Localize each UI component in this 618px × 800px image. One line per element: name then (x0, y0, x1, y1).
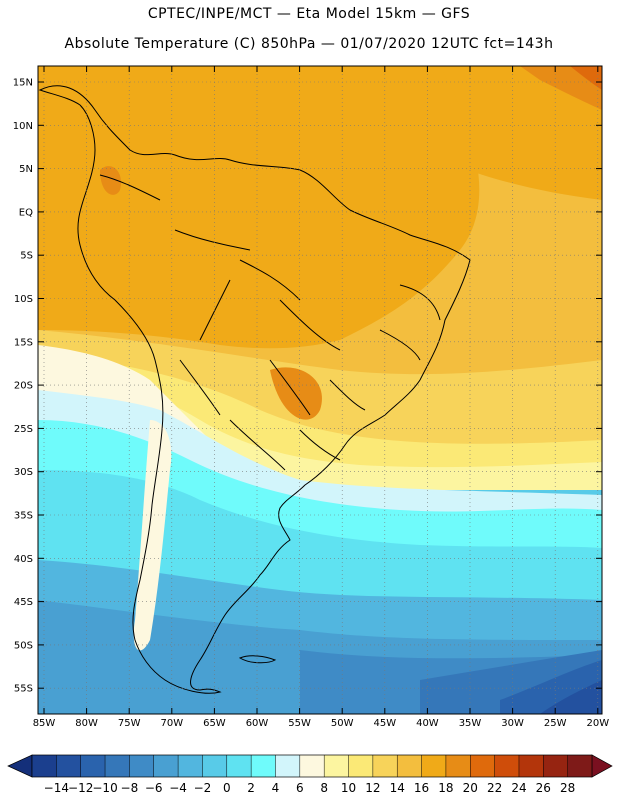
colorbar-swatch (105, 755, 130, 777)
colorbar-label: −6 (145, 781, 163, 795)
latitude-label: 55S (14, 684, 33, 695)
longitude-label: 35W (459, 718, 482, 729)
latitude-label: 30S (14, 467, 33, 478)
colorbar-swatch (32, 755, 57, 777)
colorbar-over-arrow (591, 754, 613, 778)
longitude-label: 75W (118, 718, 141, 729)
map-title: CPTEC/INPE/MCT — Eta Model 15km — GFS (147, 6, 471, 22)
longitude-label: 80W (75, 718, 98, 729)
colorbar-swatch (80, 755, 106, 777)
latitude-label: 40S (14, 554, 33, 565)
colorbar-label: 16 (414, 781, 429, 795)
temperature-field (38, 66, 602, 714)
longitude-label: 55W (288, 718, 311, 729)
colorbar-label: −10 (92, 781, 117, 795)
colorbar-label: 24 (511, 781, 526, 795)
colorbar-under-arrow (7, 754, 33, 778)
colorbar-swatch (470, 755, 495, 777)
latitude-label: 35S (14, 511, 33, 522)
colorbar-label: −14 (44, 781, 69, 795)
colorbar-swatch (567, 755, 593, 777)
colorbar-swatch (397, 755, 422, 777)
map-frame (37, 65, 603, 715)
colorbar-swatch (275, 755, 301, 777)
colorbar-label: −12 (68, 781, 93, 795)
colorbar (7, 754, 613, 778)
colorbar-label: 18 (438, 781, 453, 795)
colorbar-label: 0 (223, 781, 231, 795)
latitude-label: 25S (14, 424, 33, 435)
colorbar-label: 22 (487, 781, 502, 795)
lat-lon-grid (38, 66, 602, 714)
colorbar-label: 20 (463, 781, 478, 795)
latitude-label: EQ (19, 207, 33, 218)
latitude-label: 45S (14, 597, 33, 608)
colorbar-swatch (251, 755, 276, 777)
colorbar-swatch (324, 755, 349, 777)
colorbar-label: 8 (320, 781, 328, 795)
colorbar-swatch (518, 755, 544, 777)
longitude-label: 65W (203, 718, 226, 729)
colorbar-swatch (178, 755, 203, 777)
colorbar-label: 28 (560, 781, 575, 795)
colorbar-swatch (153, 755, 179, 777)
longitude-label: 20W (586, 718, 609, 729)
coastline (38, 85, 471, 694)
colorbar-label: −2 (194, 781, 212, 795)
colorbar-swatch (421, 755, 447, 777)
colorbar-swatch (129, 755, 155, 777)
colorbar-label: 26 (536, 781, 551, 795)
latitude-label: 15N (13, 78, 33, 89)
colorbar-label: 2 (247, 781, 255, 795)
longitude-label: 70W (160, 718, 183, 729)
colorbar-label: −8 (121, 781, 139, 795)
latitude-label: 20S (14, 381, 33, 392)
colorbar-label: 10 (341, 781, 356, 795)
colorbar-swatch (56, 755, 81, 777)
latitude-label: 10N (13, 121, 33, 132)
colorbar-swatch (299, 755, 325, 777)
map-subtitle: Absolute Temperature (C) 850hPa — 01/07/… (64, 36, 554, 52)
latitude-label: 15S (14, 337, 33, 348)
longitude-label: 40W (416, 718, 439, 729)
colorbar-swatch (445, 755, 471, 777)
colorbar-label: −4 (169, 781, 187, 795)
longitude-label: 60W (246, 718, 269, 729)
longitude-label: 25W (544, 718, 567, 729)
latitude-label: 5S (20, 251, 33, 262)
colorbar-swatch (494, 755, 520, 777)
longitude-labels: 85W 80W 75W 70W 65W 60W 55W 50W 45W 40W 35W 30W 25W 2… (33, 718, 610, 729)
colorbar-swatch (202, 755, 228, 777)
latitude-label: 10S (14, 294, 33, 305)
colorbar-label: 14 (390, 781, 405, 795)
axis-ticks (38, 66, 602, 714)
colorbar-labels: −14 −12 −10 −8 −6 −4 −2 0 2 4 6 8 10 12 14 16 18 20 22 24 26… (44, 781, 576, 795)
colorbar-swatch (226, 755, 252, 777)
latitude-label: 5N (19, 164, 33, 175)
colorbar-label: 12 (365, 781, 380, 795)
longitude-label: 85W (33, 718, 56, 729)
colorbar-swatch (372, 755, 398, 777)
longitude-label: 30W (501, 718, 524, 729)
colorbar-swatch (348, 755, 374, 777)
colorbar-label: 4 (272, 781, 280, 795)
colorbar-swatch (543, 755, 568, 777)
latitude-label: 50S (14, 640, 33, 651)
longitude-label: 45W (373, 718, 396, 729)
longitude-label: 50W (331, 718, 354, 729)
latitude-labels: 15N 10N 5N EQ 5S 10S 15S 20S 25S 30S 35S 40S 45S 50S 5… (13, 78, 33, 695)
colorbar-label: 6 (296, 781, 304, 795)
